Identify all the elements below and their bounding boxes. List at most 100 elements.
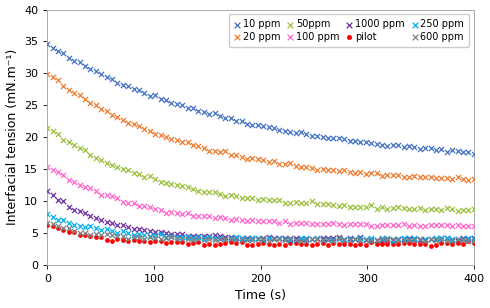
- 600 ppm: [189, 237, 197, 242]
- 1000 ppm: [378, 238, 386, 243]
- 1000 ppm: [432, 238, 440, 243]
- 20 ppm: [87, 101, 95, 106]
- 250 ppm: [324, 236, 332, 241]
- 100 ppm: [81, 185, 89, 190]
- 100 ppm: [470, 224, 478, 229]
- 50ppm: [130, 170, 138, 175]
- 1000 ppm: [65, 205, 73, 209]
- 100 ppm: [248, 218, 256, 223]
- X-axis label: Time (s): Time (s): [235, 290, 286, 302]
- 20 ppm: [108, 112, 116, 117]
- 600 ppm: [200, 237, 208, 242]
- 50ppm: [454, 209, 462, 214]
- 1000 ppm: [454, 238, 462, 243]
- 50ppm: [54, 132, 62, 137]
- 20 ppm: [71, 91, 78, 95]
- 100 ppm: [173, 210, 181, 215]
- 50ppm: [411, 207, 418, 212]
- 600 ppm: [81, 231, 89, 236]
- 50ppm: [405, 207, 413, 212]
- 600 ppm: [259, 237, 267, 242]
- 20 ppm: [394, 172, 402, 177]
- 50ppm: [114, 164, 122, 169]
- 600 ppm: [275, 236, 283, 241]
- 250 ppm: [270, 236, 278, 241]
- 50ppm: [43, 126, 51, 131]
- 20 ppm: [400, 174, 408, 179]
- 1000 ppm: [114, 223, 122, 228]
- 20 ppm: [205, 148, 213, 153]
- pilot: [411, 242, 418, 247]
- 600 ppm: [178, 236, 186, 241]
- 100 ppm: [346, 221, 354, 226]
- 10 ppm: [400, 144, 408, 149]
- pilot: [173, 240, 181, 245]
- 100 ppm: [443, 222, 451, 227]
- 250 ppm: [98, 227, 105, 232]
- 250 ppm: [232, 235, 240, 240]
- pilot: [189, 240, 197, 245]
- pilot: [103, 237, 111, 242]
- 10 ppm: [292, 130, 299, 135]
- 600 ppm: [292, 238, 299, 243]
- 20 ppm: [151, 132, 159, 136]
- 10 ppm: [119, 83, 127, 87]
- 100 ppm: [286, 222, 294, 227]
- 1000 ppm: [162, 230, 170, 235]
- 20 ppm: [92, 103, 100, 108]
- 250 ppm: [427, 236, 435, 241]
- 250 ppm: [146, 234, 154, 239]
- 20 ppm: [173, 138, 181, 143]
- 10 ppm: [243, 122, 251, 127]
- 600 ppm: [184, 237, 192, 242]
- 50ppm: [416, 206, 424, 211]
- 600 ppm: [281, 237, 289, 242]
- 1000 ppm: [205, 233, 213, 238]
- 1000 ppm: [438, 235, 445, 240]
- 50ppm: [248, 196, 256, 201]
- 100 ppm: [238, 217, 245, 222]
- 50ppm: [119, 166, 127, 171]
- 20 ppm: [54, 78, 62, 83]
- pilot: [162, 240, 170, 245]
- 1000 ppm: [465, 237, 472, 242]
- 50ppm: [195, 188, 202, 193]
- pilot: [324, 242, 332, 247]
- 100 ppm: [232, 217, 240, 221]
- 20 ppm: [314, 167, 321, 172]
- 20 ppm: [259, 158, 267, 163]
- 50ppm: [157, 179, 165, 184]
- pilot: [130, 237, 138, 242]
- pilot: [335, 242, 343, 247]
- 250 ppm: [438, 236, 445, 241]
- 100 ppm: [302, 221, 310, 225]
- 600 ppm: [286, 236, 294, 241]
- pilot: [43, 222, 51, 227]
- 10 ppm: [421, 146, 429, 151]
- 600 ppm: [357, 237, 365, 242]
- 20 ppm: [243, 156, 251, 161]
- 1000 ppm: [200, 234, 208, 239]
- 10 ppm: [178, 103, 186, 108]
- 250 ppm: [373, 237, 381, 242]
- 600 ppm: [459, 237, 467, 242]
- 600 ppm: [103, 231, 111, 236]
- 10 ppm: [92, 69, 100, 74]
- 50ppm: [173, 183, 181, 188]
- 50ppm: [432, 207, 440, 212]
- 250 ppm: [141, 233, 148, 238]
- 250 ppm: [81, 225, 89, 230]
- 20 ppm: [470, 176, 478, 181]
- pilot: [178, 239, 186, 244]
- 10 ppm: [357, 139, 365, 144]
- 100 ppm: [200, 213, 208, 218]
- 100 ppm: [314, 221, 321, 226]
- 20 ppm: [130, 122, 138, 127]
- 10 ppm: [216, 114, 224, 119]
- 1000 ppm: [195, 234, 202, 239]
- 50ppm: [146, 173, 154, 178]
- 1000 ppm: [54, 198, 62, 203]
- pilot: [108, 238, 116, 243]
- 1000 ppm: [448, 237, 456, 242]
- 50ppm: [232, 193, 240, 198]
